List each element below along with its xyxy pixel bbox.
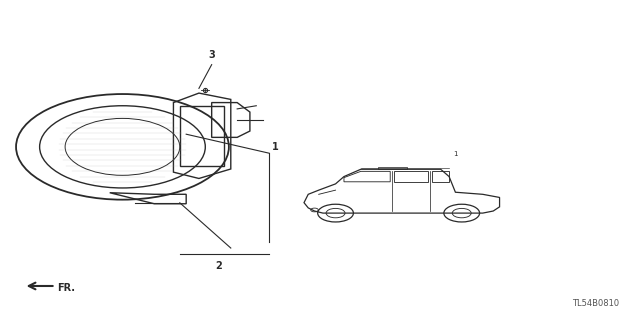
Text: 3: 3 [209, 50, 215, 60]
Text: 1: 1 [453, 151, 458, 157]
Text: 2: 2 [215, 261, 221, 271]
Text: FR.: FR. [58, 283, 76, 293]
Text: 1: 1 [272, 142, 279, 152]
Text: TL54B0810: TL54B0810 [572, 299, 620, 308]
